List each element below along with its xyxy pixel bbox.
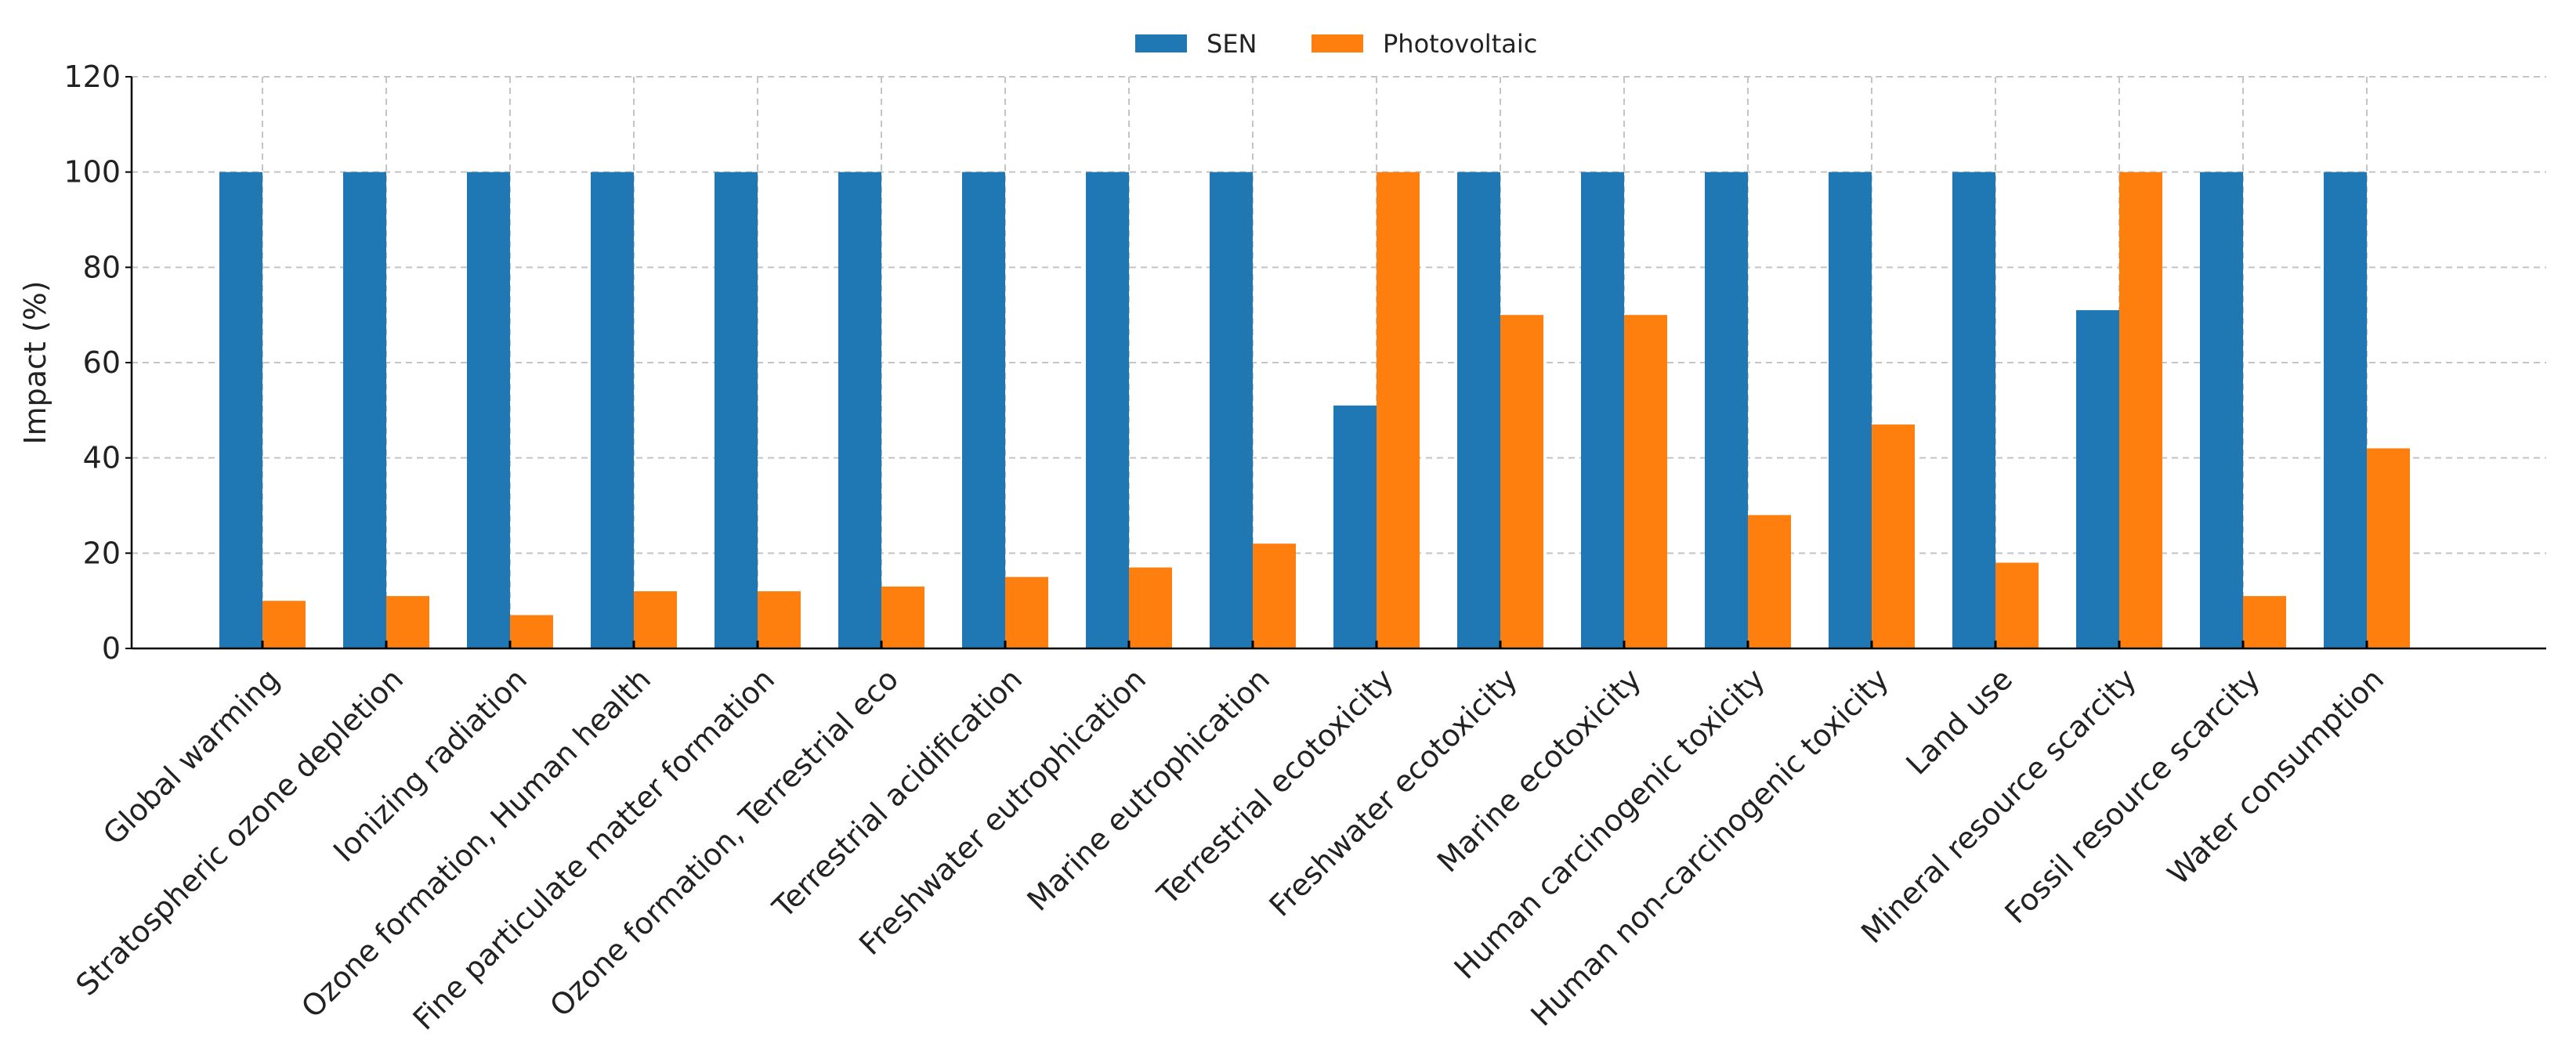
bar-sen-terrestrial-ecotoxicity <box>1333 405 1377 648</box>
x-tick-label-terrestrial-acidification: Terrestrial acidification <box>765 662 1029 925</box>
bar-sen-water-consumption <box>2324 172 2367 648</box>
bar-photovoltaic-marine-ecotoxicity <box>1624 315 1667 648</box>
x-tick-label-freshwater-ecotoxicity: Freshwater ecotoxicity <box>1262 662 1524 923</box>
bars-layer <box>219 172 2410 648</box>
y-tick-label: 60 <box>83 345 121 380</box>
bar-photovoltaic-ozone-formation-human-health <box>634 591 677 648</box>
bar-photovoltaic-fine-particulate-matter-formation <box>758 591 801 648</box>
y-tick-label: 0 <box>102 631 121 666</box>
bar-photovoltaic-human-non-carcinogenic-toxicity <box>1872 424 1915 648</box>
y-tick-labels: 0 20 40 60 80 100 120 <box>63 60 132 666</box>
bar-photovoltaic-water-consumption <box>2367 448 2410 648</box>
bar-photovoltaic-marine-eutrophication <box>1253 544 1296 648</box>
bar-sen-fine-particulate-matter-formation <box>715 172 758 648</box>
bar-sen-global-warming <box>219 172 262 648</box>
bar-photovoltaic-terrestrial-ecotoxicity <box>1377 172 1420 648</box>
x-tick-label-water-consumption: Water consumption <box>2161 662 2390 891</box>
bar-sen-land-use <box>1952 172 1995 648</box>
bar-photovoltaic-freshwater-ecotoxicity <box>1500 315 1543 648</box>
bar-photovoltaic-freshwater-eutrophication <box>1129 567 1172 648</box>
x-tick-label-land-use: Land use <box>1899 662 2019 782</box>
legend-swatch-photovoltaic <box>1312 34 1363 52</box>
y-tick-label: 80 <box>83 250 121 284</box>
bar-photovoltaic-human-carcinogenic-toxicity <box>1748 515 1791 648</box>
bar-photovoltaic-mineral-resource-scarcity <box>2119 172 2162 648</box>
y-tick-label: 100 <box>63 155 121 190</box>
bar-sen-terrestrial-acidification <box>962 172 1005 648</box>
legend-swatch-sen <box>1135 34 1187 52</box>
bar-sen-ozone-formation-human-health <box>591 172 634 648</box>
bar-sen-freshwater-eutrophication <box>1086 172 1129 648</box>
bar-photovoltaic-land-use <box>1995 562 2039 648</box>
bar-sen-fossil-resource-scarcity <box>2200 172 2243 648</box>
bar-sen-mineral-resource-scarcity <box>2076 310 2119 648</box>
bar-sen-stratospheric-ozone-depletion <box>343 172 386 648</box>
bar-sen-ionizing-radiation <box>467 172 510 648</box>
x-tick-label-fossil-resource-scarcity: Fossil resource scarcity <box>1999 662 2267 930</box>
x-tick-label-marine-ecotoxicity: Marine ecotoxicity <box>1431 662 1648 879</box>
y-tick-label: 120 <box>63 60 121 94</box>
x-tick-label-terrestrial-ecotoxicity: Terrestrial ecotoxicity <box>1150 662 1400 912</box>
x-tick-label-marine-eutrophication: Marine eutrophication <box>1021 662 1277 918</box>
bar-photovoltaic-terrestrial-acidification <box>1005 576 1048 648</box>
bar-sen-ozone-formation-terrestrial-eco <box>838 172 881 648</box>
y-tick-label: 40 <box>83 441 121 475</box>
bar-photovoltaic-ozone-formation-terrestrial-eco <box>881 586 924 648</box>
bar-photovoltaic-fossil-resource-scarcity <box>2243 596 2286 648</box>
legend: SEN Photovoltaic <box>1135 29 1537 59</box>
bar-photovoltaic-ionizing-radiation <box>510 615 553 648</box>
bar-sen-marine-ecotoxicity <box>1581 172 1624 648</box>
y-tick-label: 20 <box>83 536 121 570</box>
y-axis-title: Impact (%) <box>18 280 52 444</box>
bar-photovoltaic-stratospheric-ozone-depletion <box>386 596 429 648</box>
bar-sen-human-non-carcinogenic-toxicity <box>1829 172 1872 648</box>
bar-sen-human-carcinogenic-toxicity <box>1705 172 1748 648</box>
legend-label-sen: SEN <box>1207 29 1257 59</box>
bar-sen-freshwater-ecotoxicity <box>1457 172 1500 648</box>
legend-label-photovoltaic: Photovoltaic <box>1383 29 1537 59</box>
bar-sen-marine-eutrophication <box>1210 172 1253 648</box>
bar-photovoltaic-global-warming <box>262 601 306 648</box>
